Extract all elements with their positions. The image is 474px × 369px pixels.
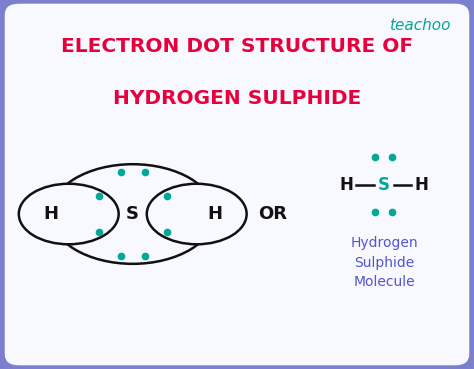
Text: H: H xyxy=(207,205,222,223)
Text: ELECTRON DOT STRUCTURE OF: ELECTRON DOT STRUCTURE OF xyxy=(61,37,413,56)
Ellipse shape xyxy=(51,164,215,264)
Text: Hydrogen
Sulphide
Molecule: Hydrogen Sulphide Molecule xyxy=(350,236,418,289)
Ellipse shape xyxy=(147,184,246,244)
Text: teachoo: teachoo xyxy=(389,18,450,34)
Text: S: S xyxy=(126,205,139,223)
FancyBboxPatch shape xyxy=(5,4,469,365)
Text: H: H xyxy=(415,176,429,193)
Text: HYDROGEN SULPHIDE: HYDROGEN SULPHIDE xyxy=(113,89,361,107)
Text: OR: OR xyxy=(258,205,287,223)
Text: S: S xyxy=(378,176,390,193)
Text: H: H xyxy=(339,176,353,193)
Text: H: H xyxy=(43,205,58,223)
Ellipse shape xyxy=(19,184,118,244)
